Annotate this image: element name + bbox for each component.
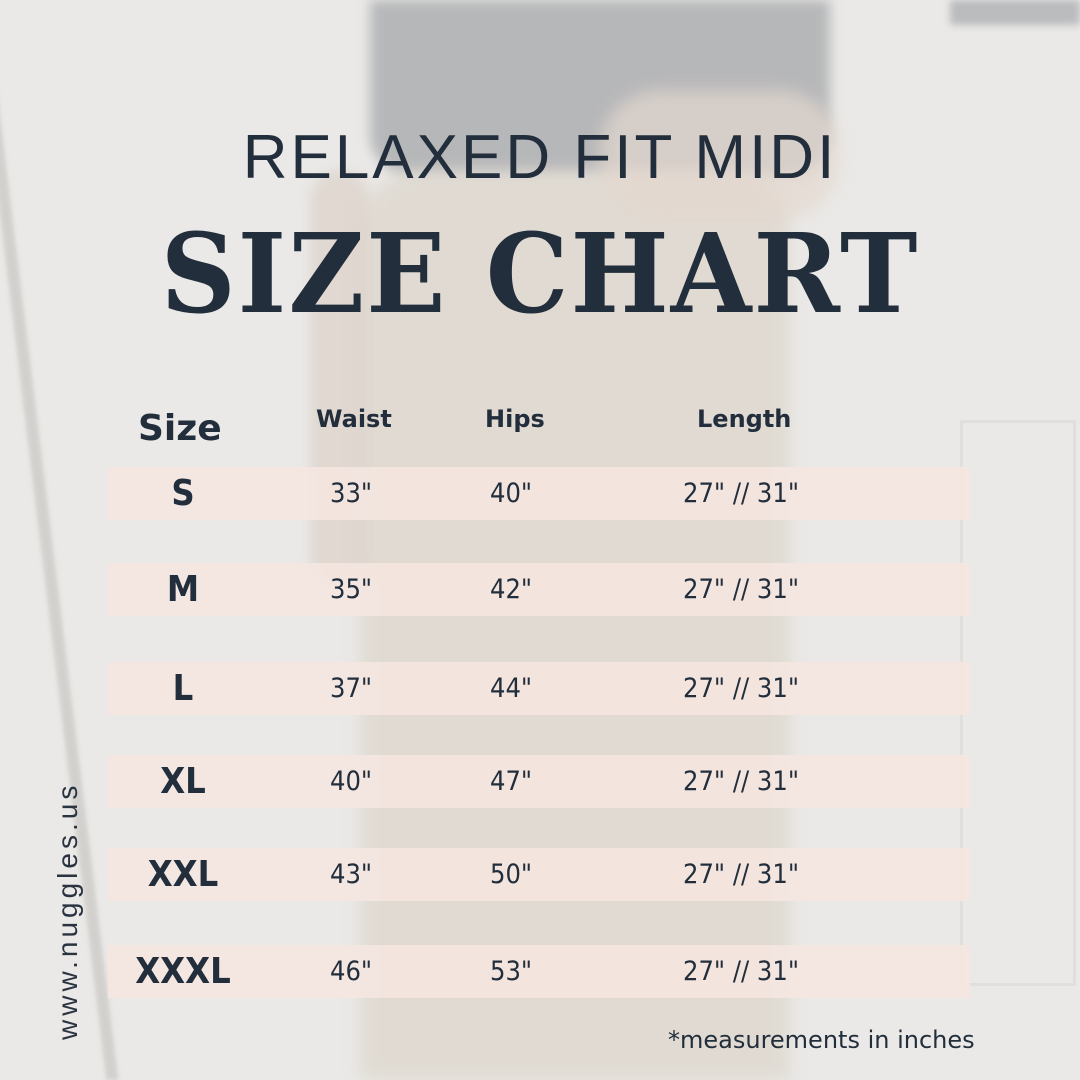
header-length: Length xyxy=(697,405,792,433)
table-row: XL 40" 47" 27" // 31" xyxy=(108,755,970,808)
cell-size: S xyxy=(171,473,195,514)
cell-size: L xyxy=(172,668,194,709)
subtitle: RELAXED FIT MIDI xyxy=(242,123,838,192)
cell-length: 27" // 31" xyxy=(683,673,800,704)
cell-length: 27" // 31" xyxy=(683,859,800,890)
header-hips: Hips xyxy=(485,405,545,433)
sleeve-shape xyxy=(950,0,1080,25)
header-size: Size xyxy=(138,408,222,449)
table-row: L 37" 44" 27" // 31" xyxy=(108,662,970,715)
cell-hips: 53" xyxy=(490,956,533,987)
cell-length: 27" // 31" xyxy=(683,574,800,605)
table-row: M 35" 42" 27" // 31" xyxy=(108,563,970,616)
table-row: XXXL 46" 53" 27" // 31" xyxy=(108,945,970,998)
table-row: S 33" 40" 27" // 31" xyxy=(108,467,970,520)
hand-shape xyxy=(600,90,840,220)
cell-hips: 42" xyxy=(490,574,533,605)
measurement-note: *measurements in inches xyxy=(668,1026,975,1054)
cell-hips: 44" xyxy=(490,673,533,704)
header-waist: Waist xyxy=(316,405,392,433)
cell-length: 27" // 31" xyxy=(683,478,800,509)
arm-shape xyxy=(310,170,370,590)
cell-size: M xyxy=(166,569,200,610)
cell-hips: 47" xyxy=(490,766,533,797)
cell-hips: 40" xyxy=(490,478,533,509)
cell-waist: 40" xyxy=(330,766,373,797)
cell-size: XXXL xyxy=(135,951,231,992)
cell-length: 27" // 31" xyxy=(683,956,800,987)
cell-waist: 37" xyxy=(330,673,373,704)
cell-hips: 50" xyxy=(490,859,533,890)
cell-waist: 33" xyxy=(330,478,373,509)
cell-waist: 43" xyxy=(330,859,373,890)
cell-waist: 46" xyxy=(330,956,373,987)
cell-size: XL xyxy=(160,761,206,802)
cell-size: XXL xyxy=(147,854,219,895)
cell-waist: 35" xyxy=(330,574,373,605)
page-title: SIZE CHART xyxy=(160,208,920,339)
website-text: www.nuggles.us xyxy=(52,781,83,1040)
table-row: XXL 43" 50" 27" // 31" xyxy=(108,848,970,901)
skirt-shape xyxy=(360,170,790,1080)
wall-panel xyxy=(960,420,1076,986)
cell-length: 27" // 31" xyxy=(683,766,800,797)
